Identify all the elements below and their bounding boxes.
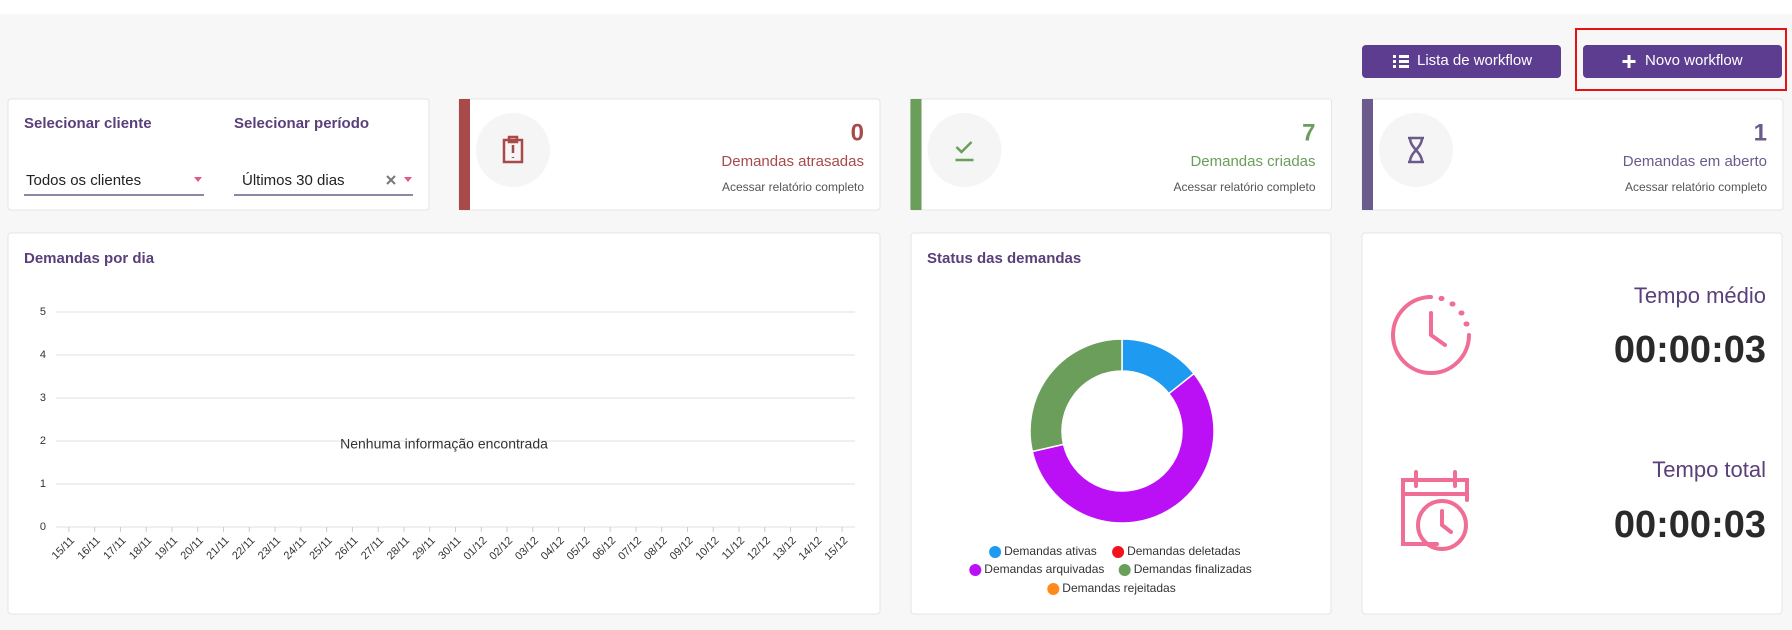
stat-label: Demandas atrasadas xyxy=(721,153,864,170)
highlight-box xyxy=(1575,28,1787,91)
legend-swatch xyxy=(989,546,1002,558)
y-tick-label: 5 xyxy=(40,306,46,318)
y-tick-label: 1 xyxy=(40,478,46,490)
legend-swatch xyxy=(1112,546,1125,558)
time-value: 00:00:03 xyxy=(1614,504,1766,546)
select-value: Últimos 30 dias xyxy=(242,172,345,189)
y-tick-label: 3 xyxy=(40,392,46,404)
new-button[interactable]: Novo workflow xyxy=(1583,45,1782,78)
stat-link: Acessar relatório completo xyxy=(1625,180,1767,194)
chart-title: Status das demandas xyxy=(927,250,1081,267)
stat-value: 0 xyxy=(851,119,864,146)
legend-swatch xyxy=(1118,564,1131,576)
period-select[interactable]: Últimos 30 dias xyxy=(234,172,413,196)
y-tick-label: 0 xyxy=(40,521,46,533)
donut-card xyxy=(910,232,1332,615)
stat-accent xyxy=(910,99,922,210)
button-label: Lista de workflow xyxy=(1417,52,1532,69)
y-tick-label: 4 xyxy=(40,349,46,361)
filter-card xyxy=(7,98,430,211)
donut-segment xyxy=(1029,338,1123,453)
legend-label: Demandas deletadas xyxy=(1127,544,1240,558)
stat-accent xyxy=(1362,99,1373,210)
stat-icon xyxy=(955,141,974,162)
time-value: 00:00:03 xyxy=(1614,329,1766,371)
chart-title: Demandas por dia xyxy=(24,250,155,267)
list-button[interactable]: Lista de workflow xyxy=(1362,45,1561,78)
stat-accent xyxy=(459,99,470,210)
legend-label: Demandas arquivadas xyxy=(984,562,1104,576)
legend-label: Demandas finalizadas xyxy=(1134,562,1252,576)
filter-label: Selecionar período xyxy=(234,115,369,132)
donut-segment xyxy=(1031,372,1215,524)
time-label: Tempo total xyxy=(1652,457,1766,482)
stat-link: Acessar relatório completo xyxy=(1173,180,1315,194)
top-bar xyxy=(0,0,1792,14)
calendar-icon xyxy=(1401,470,1469,551)
stat-label: Demandas criadas xyxy=(1190,153,1315,170)
stat-value: 7 xyxy=(1302,119,1315,146)
stat-icon xyxy=(502,135,524,164)
chart-card xyxy=(7,232,881,615)
clock-icon xyxy=(1391,295,1471,375)
stat-value: 1 xyxy=(1754,119,1767,146)
stat-icon xyxy=(1408,136,1424,164)
time-label: Tempo médio xyxy=(1634,283,1766,308)
stat-link: Acessar relatório completo xyxy=(722,180,864,194)
legend-swatch xyxy=(969,564,982,576)
client-select[interactable]: Todos os clientes xyxy=(24,172,204,196)
empty-message: Nenhuma informação encontrada xyxy=(340,436,548,452)
filter-label: Selecionar cliente xyxy=(24,115,152,132)
legend-label: Demandas rejeitadas xyxy=(1062,581,1175,595)
select-value: Todos os clientes xyxy=(26,172,141,189)
y-tick-label: 2 xyxy=(40,435,46,447)
stat-label: Demandas em aberto xyxy=(1623,153,1767,170)
button-label: Novo workflow xyxy=(1645,52,1743,69)
legend-label: Demandas ativas xyxy=(1004,544,1097,558)
legend-swatch xyxy=(1047,583,1060,595)
